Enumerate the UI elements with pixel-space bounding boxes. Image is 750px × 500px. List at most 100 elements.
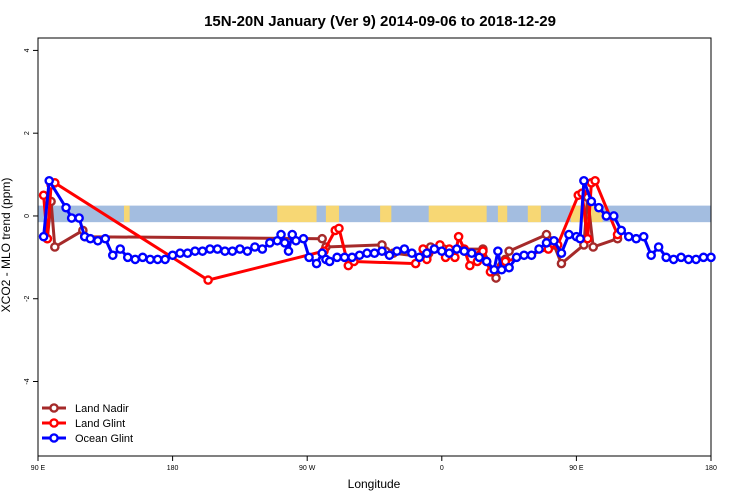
series-land-glint [38,175,623,285]
land-segment [325,205,339,223]
data-point [85,233,96,244]
legend: Land Nadir Land Glint Ocean Glint [42,403,133,445]
data-point [235,244,245,254]
data-point [167,250,178,261]
x-tick-label: 0 [440,465,444,472]
x-tick-label: 90 E [569,465,584,472]
data-point [541,238,552,248]
data-point [369,248,380,259]
data-point [203,275,213,285]
land-segment [277,205,317,223]
data-point [50,242,60,252]
data-point [339,252,350,263]
x-tick-label: 180 [167,465,179,472]
data-point [137,252,148,263]
data-point [526,250,537,261]
legend-marker [49,403,59,413]
data-point [407,248,417,259]
legend-label: Land Glint [75,418,125,430]
x-tick-label: 90 E [31,465,46,472]
y-tick-label: 2 [24,131,31,135]
data-point [182,248,193,259]
data-point [74,213,84,223]
land-segment [527,205,541,223]
data-point [130,254,141,265]
data-point [44,175,55,186]
data-point [160,254,170,265]
data-point [152,254,163,265]
land-segment [123,205,130,223]
data-point [334,223,344,234]
data-point [586,196,597,207]
data-point [145,254,155,265]
data-point [504,246,514,256]
plot-border [37,37,712,457]
data-point [653,242,664,252]
data-point [668,254,679,265]
data-point [93,235,103,246]
data-point [556,258,567,269]
data-point [698,252,709,263]
data-point [279,238,290,248]
data-point [38,231,49,242]
data-point [354,250,365,261]
data-point [399,244,410,254]
data-point [623,231,634,242]
data-point [190,246,200,256]
data-point [107,250,118,261]
data-point [429,244,440,254]
data-point [291,235,301,246]
data-point [601,211,612,221]
data-point [122,252,133,263]
data-point [414,252,425,263]
y-tick-label: -2 [24,296,31,302]
data-point [347,252,357,263]
data-point [197,246,208,256]
data-point [332,252,342,263]
data-point [496,264,507,275]
data-point [556,248,567,259]
legend-label: Ocean Glint [75,433,133,445]
data-point [491,273,501,283]
data-point [631,233,642,244]
data-point [511,252,522,263]
data-point [676,252,686,263]
x-axis-label: Longitude [348,477,401,491]
legend-marker [49,418,59,428]
data-point [175,248,185,259]
data-point [616,225,627,236]
plot-frame [37,37,712,457]
chart-title: 15N-20N January (Ver 9) 2014-09-06 to 20… [204,13,556,30]
data-point [220,246,230,256]
axes: 90 E 180 90 W 0 90 E 180 -4 -2 0 2 4 [24,48,717,472]
x-tick-label: 90 W [299,465,316,472]
data-point [115,244,126,254]
data-point [564,229,574,240]
data-point [265,238,275,248]
data-point [257,244,268,254]
data-point [377,246,387,256]
data-point [474,252,484,263]
data-point [590,175,600,186]
y-tick-label: 0 [24,214,31,218]
data-point [549,235,559,246]
data-point [582,233,593,244]
data-point [362,248,372,259]
data-point [519,250,529,261]
x-tick-label: 180 [705,465,717,472]
data-point [324,256,335,267]
data-point [588,242,599,252]
data-point [608,211,619,221]
y-axis-label: XCO2 - MLO trend (ppm) [0,178,13,313]
legend-label: Land Nadir [75,403,129,415]
data-point [384,250,395,261]
data-point [422,248,432,259]
y-tick-label: 4 [24,48,31,52]
data-point [392,246,402,256]
data-point [453,231,464,242]
data-point [683,254,694,265]
data-point [205,244,215,254]
data-point [212,244,223,254]
data-point [304,252,314,263]
